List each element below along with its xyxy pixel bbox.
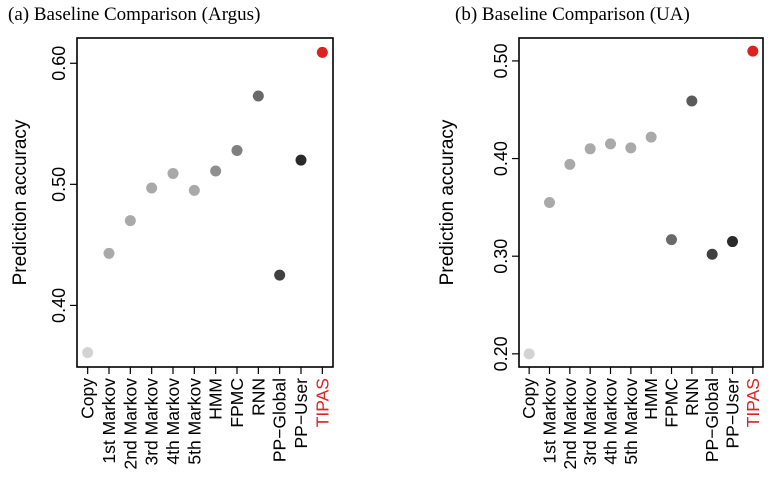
y-tick-label: 0.20 [491, 336, 511, 371]
x-tick-label: Copy [519, 378, 539, 419]
x-tick-label: 1st Markov [99, 378, 119, 464]
data-point [316, 46, 328, 58]
y-tick-label: 0.60 [49, 46, 69, 81]
x-tick-label: 3rd Markov [580, 378, 600, 466]
panel-b: (b) Baseline Comparison (UA) 0.20 0.30 0.4… [437, 4, 764, 470]
y-tick-label: 0.40 [49, 288, 69, 323]
data-point [605, 138, 616, 150]
data-point [188, 184, 200, 196]
panel-a: (a) Baseline Comparison (Argus) 0.40 0.50… [8, 4, 334, 470]
data-point [82, 347, 94, 359]
x-tick-label: Copy [78, 378, 98, 419]
data-point [103, 247, 115, 259]
data-point [274, 269, 286, 281]
x-tick-label: 4th Markov [163, 378, 183, 465]
plot-frame [518, 37, 764, 368]
x-tick-label: 2nd Markov [560, 378, 580, 470]
y-tick-label: 0.30 [491, 239, 511, 274]
x-tick-label: 1st Markov [540, 378, 560, 464]
data-point [727, 236, 738, 248]
x-tick-label: 5th Markov [621, 378, 641, 465]
x-tick-label: PP−Global [270, 378, 290, 462]
x-tick-label: RNN [248, 378, 268, 416]
y-axis-label: Prediction accuracy [10, 119, 31, 285]
y-tick-label: 0.40 [491, 141, 511, 176]
data-point [666, 234, 677, 246]
chart-title: (b) Baseline Comparison (UA) [455, 4, 690, 25]
data-point [523, 348, 535, 360]
chart-title: (a) Baseline Comparison (Argus) [8, 4, 260, 25]
x-tick-label: FPMC [662, 378, 682, 428]
x-tick-label: TIPAS [312, 378, 332, 427]
x-tick-label: 4th Markov [601, 378, 621, 465]
x-tick-label: PP−User [291, 378, 311, 449]
data-point [625, 142, 637, 154]
x-tick-label: HMM [641, 378, 661, 420]
data-point [124, 215, 136, 227]
x-tick-label: TIPAS [743, 378, 763, 427]
data-point [747, 45, 759, 57]
data-point [584, 143, 596, 155]
data-point [686, 95, 698, 107]
x-tick-label: PP−Global [702, 378, 722, 462]
data-point [210, 165, 222, 177]
data-point [252, 90, 264, 102]
x-tick-label: FPMC [227, 378, 247, 428]
x-tick-label: 5th Markov [184, 378, 204, 465]
plot-frame [76, 37, 334, 368]
y-axis-label: Prediction accuracy [437, 119, 458, 285]
data-point [167, 167, 179, 179]
x-tick-label: RNN [682, 378, 702, 416]
x-tick-label: HMM [206, 378, 226, 420]
x-tick-label: 2nd Markov [120, 378, 140, 470]
data-point [295, 154, 307, 166]
data-point [544, 197, 555, 208]
y-tick-label: 0.50 [491, 43, 511, 78]
data-point [706, 248, 718, 260]
data-point [645, 131, 657, 143]
x-tick-label: PP−User [723, 378, 743, 449]
y-tick-label: 0.50 [49, 167, 69, 202]
x-tick-label: 3rd Markov [142, 378, 162, 466]
data-point [231, 144, 243, 156]
data-point [564, 158, 576, 170]
data-point [146, 182, 158, 194]
